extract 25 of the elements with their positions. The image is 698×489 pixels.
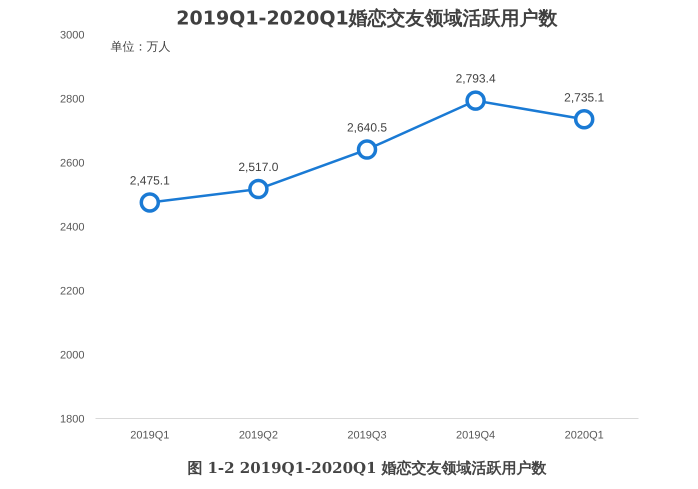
data-label: 2,475.1 [130,173,170,188]
y-tick-label: 1800 [60,414,85,426]
y-tick-label: 3000 [60,30,85,42]
point [574,109,594,130]
chart-title: 2019Q1-2020Q1婚恋交友领域活跃用户数 [176,8,559,30]
y-tick-label: 2400 [60,222,85,234]
y-tick-label: 2000 [60,350,85,362]
x-tick-label: 2019Q1 [130,430,170,442]
annotation: 单位：万人 [110,40,170,54]
point [465,90,486,111]
data-label: 2,793.4 [456,72,496,86]
point [248,178,269,200]
point [356,139,378,160]
y-tick-label: 2800 [60,94,85,106]
x-tick-label: 2019Q4 [456,430,496,442]
x-tick-label: 2019Q3 [347,430,387,442]
data-label: 2,735.1 [564,90,605,104]
point [140,192,160,213]
y-tick-label: 2600 [60,158,85,170]
y-tick-label: 2200 [60,286,85,298]
caption: 图 1-2 2019Q1-2020Q1 婚恋交友领域活跃用户数 [187,459,548,477]
data-label: 2,640.5 [346,120,388,135]
x-tick-label: 2020Q1 [564,430,604,442]
x-tick-label: 2019Q2 [238,430,278,442]
data-label: 2,517.0 [238,160,279,174]
